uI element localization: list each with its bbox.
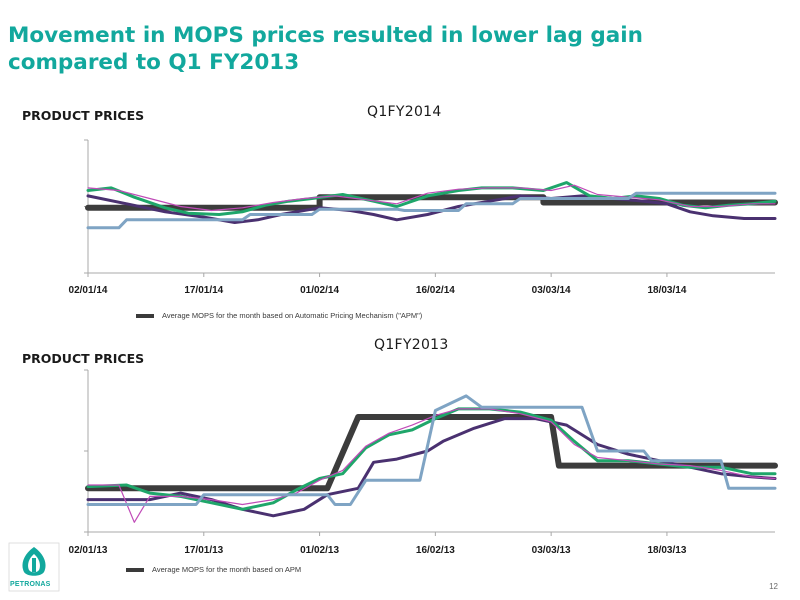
- series-line-apm: [85, 414, 778, 492]
- legend-swatch-apm: [126, 567, 144, 572]
- x-tick-label: 16/02/13: [416, 545, 455, 556]
- logo-wordmark: PETRONAS: [10, 581, 51, 588]
- x-tick-label: 17/01/14: [184, 285, 223, 296]
- line-chart-q1fy2013: 02/01/13 17/01/13 01/02/13 16/02/13 03/03/13…: [69, 369, 778, 556]
- chart-title-q1fy2014: Q1FY2014: [367, 104, 442, 120]
- page-number: 12: [769, 582, 778, 591]
- series-line-lightblue: [86, 394, 777, 506]
- legend-label-apm: Average MOPS for the month based on APM: [152, 565, 302, 574]
- line-chart-q1fy2014: 02/01/14 17/01/14 01/02/14 16/02/14 03/03/14…: [69, 139, 778, 296]
- x-tick-label: 01/02/13: [300, 545, 339, 556]
- x-tick-label: 03/03/13: [532, 545, 571, 556]
- series-line-lightblue: [86, 191, 777, 230]
- legend-label-apm: Average MOPS for the month based on Auto…: [162, 311, 423, 320]
- x-tick-label: 02/01/14: [69, 285, 108, 296]
- x-tick-label: 18/03/13: [647, 545, 686, 556]
- legend-swatch-apm: [136, 313, 154, 318]
- chart-title-q1fy2013: Q1FY2013: [374, 337, 449, 353]
- x-tick-label: 03/03/14: [532, 285, 571, 296]
- x-tick-label: 16/02/14: [416, 285, 455, 296]
- section-label-q1fy2013: PRODUCT PRICES: [22, 351, 145, 366]
- x-tick-label: 18/03/14: [647, 285, 686, 296]
- series-line-magenta: [87, 408, 776, 523]
- series-line-apm: [85, 194, 778, 211]
- slide-title: Movement in MOPS prices resulted in lowe…: [8, 23, 643, 75]
- legend-q1fy2013: Average MOPS for the month based on APM: [126, 565, 301, 574]
- legend-q1fy2014: Average MOPS for the month based on Auto…: [136, 311, 422, 320]
- petronas-logo: [8, 542, 60, 592]
- x-tick-label: 01/02/14: [300, 285, 339, 296]
- section-label-q1fy2014: PRODUCT PRICES: [22, 108, 145, 123]
- series-line-magenta: [87, 184, 776, 212]
- x-tick-label: 02/01/13: [69, 545, 108, 556]
- x-tick-label: 17/01/13: [184, 545, 223, 556]
